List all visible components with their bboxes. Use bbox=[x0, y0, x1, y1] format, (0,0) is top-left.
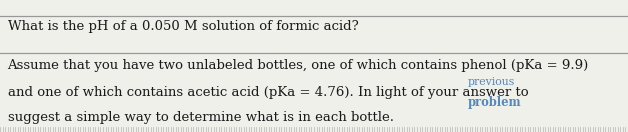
Text: and one of which contains acetic acid (pKa = 4.76). In light of your answer to: and one of which contains acetic acid (p… bbox=[8, 86, 528, 99]
Text: problem: problem bbox=[468, 96, 521, 109]
Text: previous: previous bbox=[468, 77, 515, 87]
Text: What is the pH of a 0.050 M solution of formic acid?: What is the pH of a 0.050 M solution of … bbox=[8, 20, 359, 33]
Text: Assume that you have two unlabeled bottles, one of which contains phenol (pKa = : Assume that you have two unlabeled bottl… bbox=[8, 60, 589, 72]
Text: suggest a simple way to determine what is in each bottle.: suggest a simple way to determine what i… bbox=[8, 111, 394, 124]
